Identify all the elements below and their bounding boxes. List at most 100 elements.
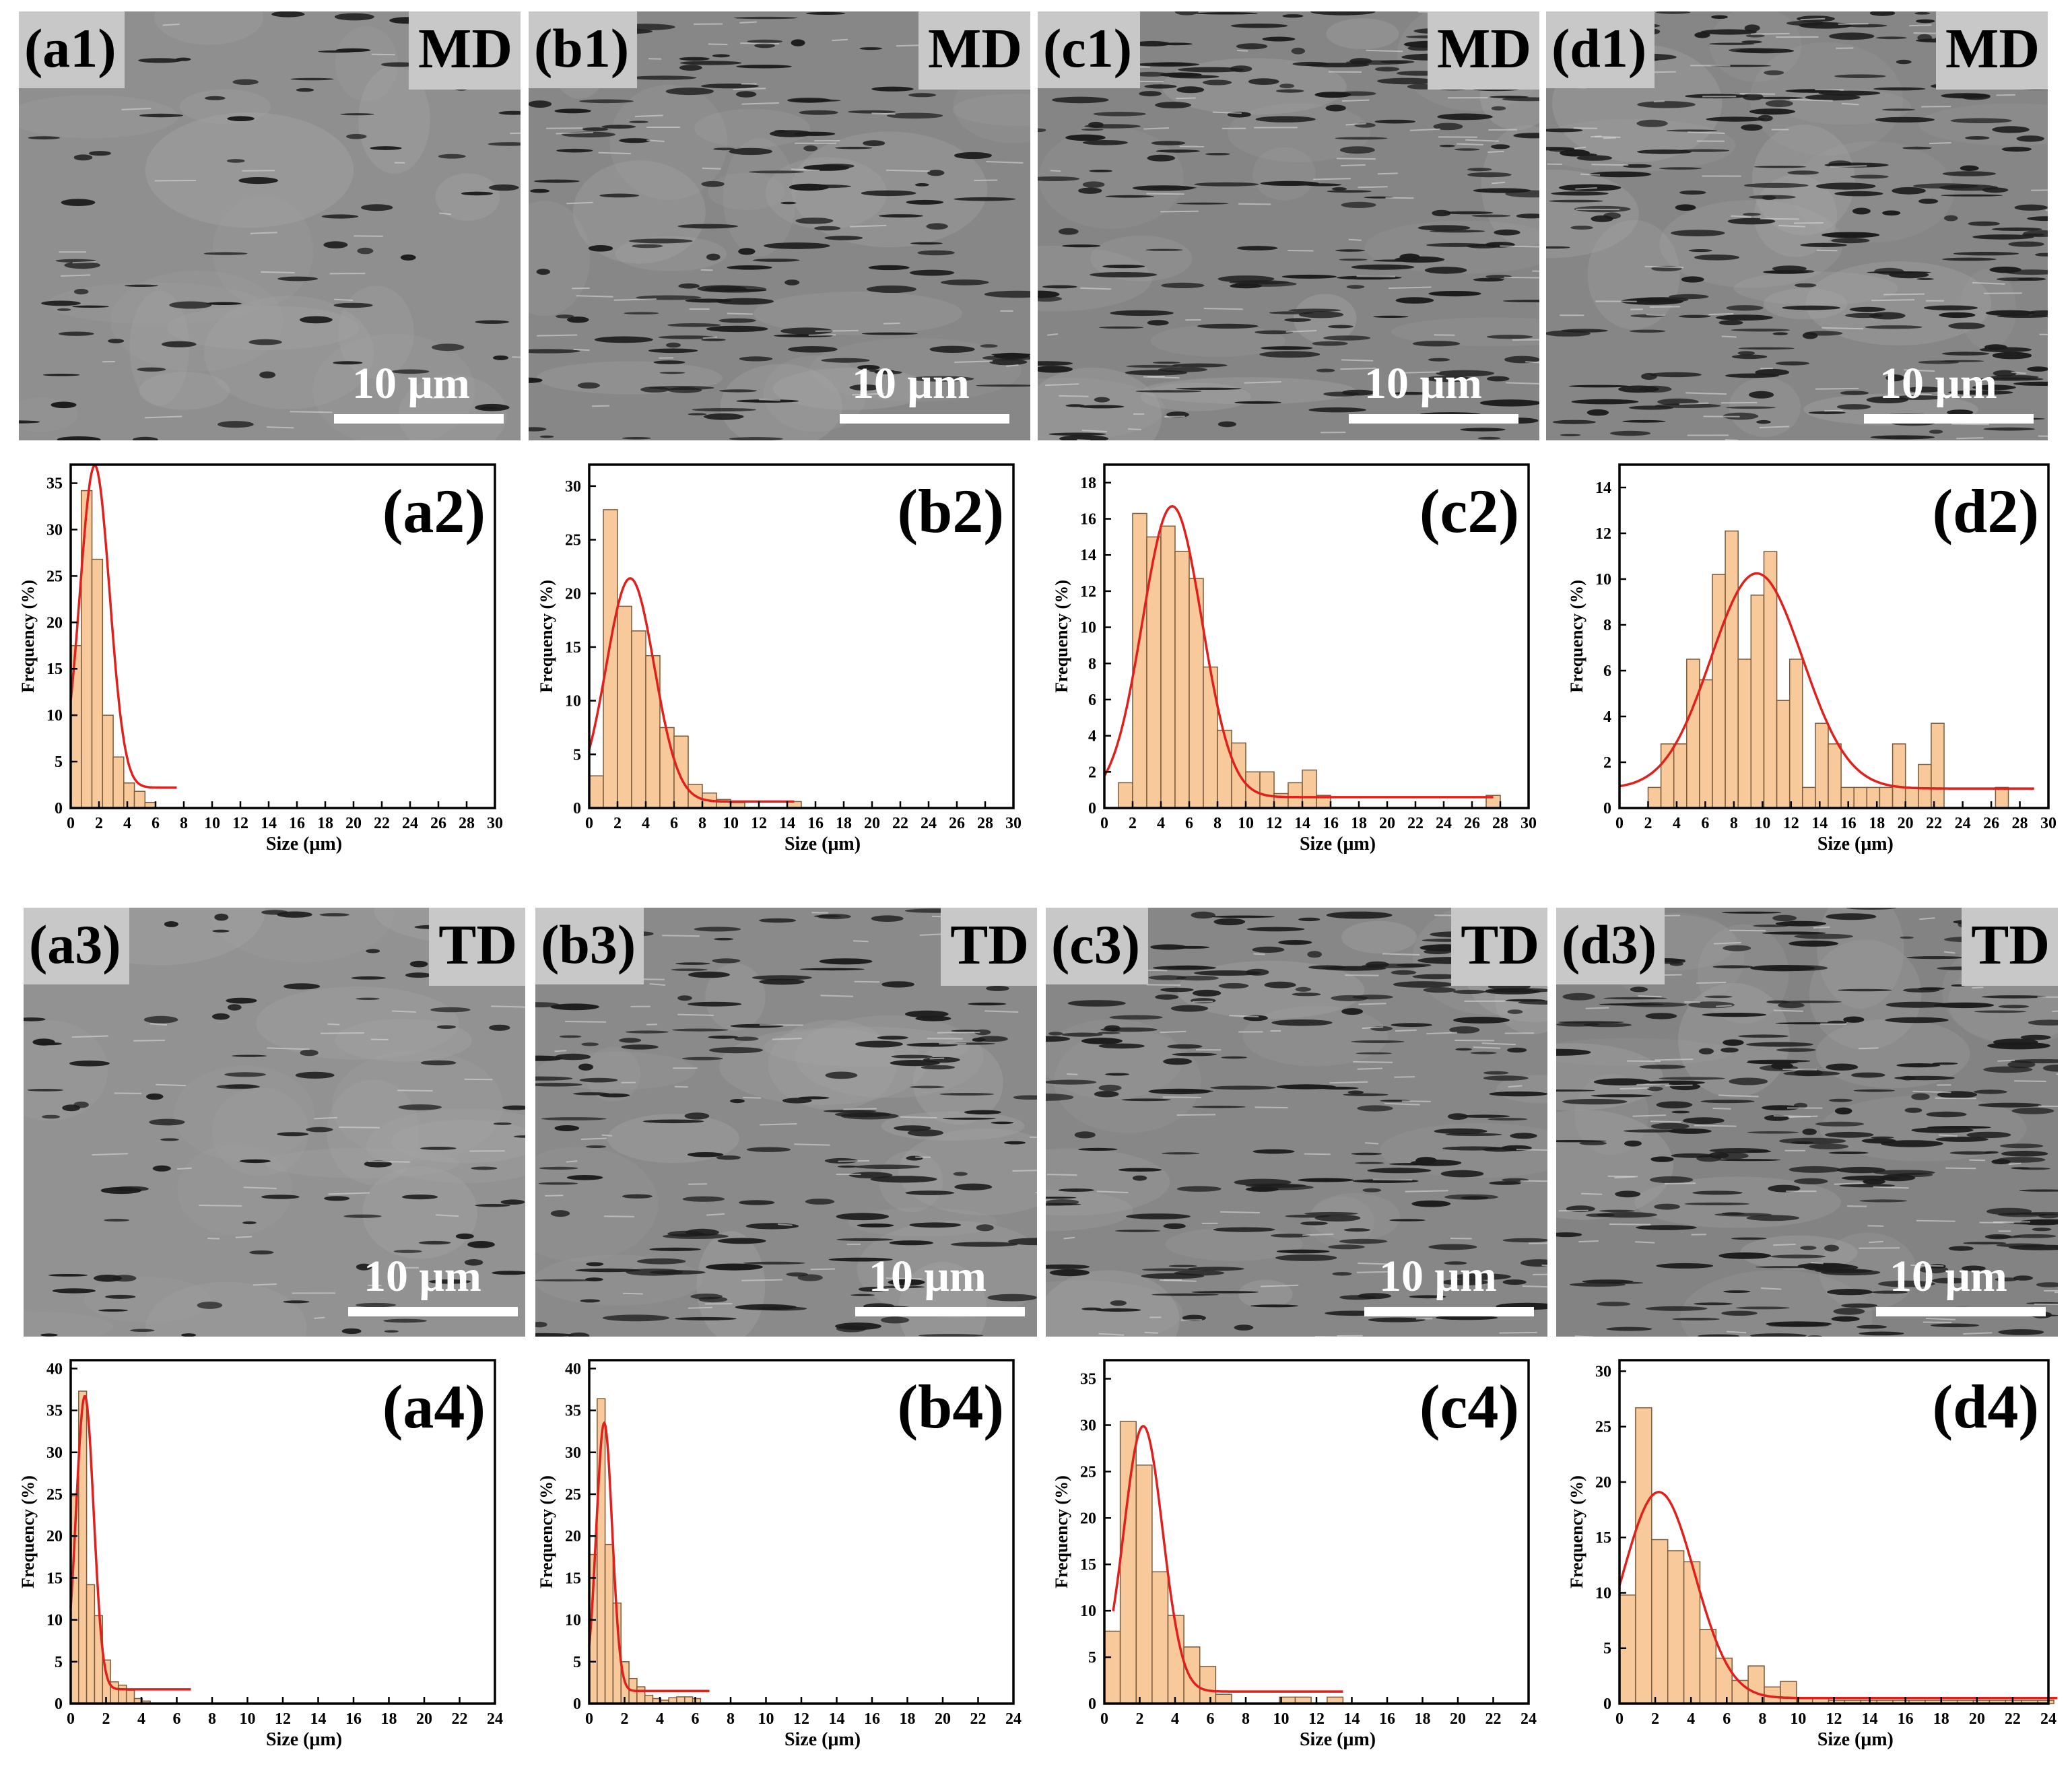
y-tick-label: 4 [1603, 708, 1611, 726]
panel-label: (c3) [1046, 908, 1149, 984]
x-tick-label: 12 [1308, 1710, 1325, 1728]
x-tick-label: 16 [345, 1710, 362, 1728]
y-tick-label: 0 [1088, 800, 1096, 817]
histogram-c2: 0 2 4 6 8 10 12 14 16 18 20 22 24 26 28 300246810121416… [1052, 463, 1537, 854]
x-tick-label: 4 [1157, 815, 1165, 832]
x-tick-label: 22 [1407, 815, 1424, 832]
x-tick-label: 26 [1983, 815, 1999, 832]
histogram-c4: 0 2 4 6 8 10 12 14 16 18 20 22 2405101520253035Size … [1052, 1359, 1537, 1750]
histogram-bar [118, 1684, 127, 1704]
histogram-bar [1853, 786, 1868, 809]
panel-label: (a3) [24, 908, 129, 984]
x-tick-label: 14 [310, 1710, 327, 1728]
x-tick-label: 14 [261, 815, 277, 832]
x-tick-label: 14 [1811, 815, 1828, 832]
panel-label: (c1) [1038, 11, 1141, 88]
histogram-bar [1619, 1595, 1636, 1704]
x-tick-label: 28 [459, 815, 475, 832]
y-tick-label: 0 [55, 1696, 63, 1713]
scale-bar-label: 10 μm [1379, 1252, 1497, 1301]
direction-label: TD [429, 908, 525, 986]
histogram-bar [1686, 659, 1700, 809]
panel-label: (b1) [529, 11, 638, 88]
gaussian-fit-line [1619, 572, 2034, 790]
x-tick-label: 4 [137, 1710, 145, 1728]
y-tick-label: 20 [46, 1528, 63, 1545]
x-tick-label: 10 [240, 1710, 256, 1728]
histogram-bar [1776, 700, 1791, 809]
y-tick-label: 5 [1603, 1640, 1611, 1658]
x-tick-label: 4 [123, 815, 131, 832]
y-axis-label: Frequency (%) [1052, 580, 1071, 693]
histogram-bar [603, 509, 618, 809]
y-tick-label: 2 [1603, 754, 1611, 772]
x-tick-label: 30 [1005, 815, 1022, 832]
y-tick-label: 25 [46, 1486, 63, 1504]
x-tick-label: 18 [1415, 1710, 1431, 1728]
x-tick-label: 12 [1783, 815, 1799, 832]
histogram-bar [1712, 574, 1726, 809]
x-tick-label: 20 [345, 815, 362, 832]
y-tick-label: 35 [46, 1403, 63, 1420]
x-tick-label: 2 [1129, 815, 1137, 832]
histogram-bar [1660, 743, 1675, 809]
y-tick-label: 14 [1595, 479, 1611, 497]
y-tick-label: 30 [1595, 1363, 1611, 1380]
x-tick-label: 0 [1100, 1710, 1108, 1728]
scale-bar-label: 10 μm [1879, 359, 1997, 408]
x-tick-label: 14 [829, 1710, 845, 1728]
y-tick-label: 30 [565, 1444, 581, 1462]
x-tick-label: 8 [1213, 815, 1222, 832]
x-tick-label: 28 [1492, 815, 1508, 832]
x-tick-label: 24 [1520, 1710, 1537, 1728]
x-tick-label: 16 [807, 815, 824, 832]
scale-bar-label: 10 μm [869, 1252, 987, 1301]
scale-bar [840, 414, 1009, 424]
x-axis-label: Size (μm) [266, 834, 342, 854]
scale-bar-label: 10 μm [352, 359, 470, 408]
histogram-d2: 0 2 4 6 8 10 12 14 16 18 20 22 24 26 28 3002468101214Si… [1567, 463, 2057, 854]
histogram-bar [112, 756, 125, 809]
histogram-bar [1651, 1539, 1669, 1704]
histogram-bar [1217, 729, 1232, 809]
x-tick-label: 6 [670, 815, 678, 832]
sem-panel-c3: (c3) TD 10 μm [1046, 908, 1547, 1337]
histogram-bar [1647, 786, 1662, 809]
y-tick-label: 8 [1603, 617, 1611, 634]
x-axis-label: Size (μm) [1300, 834, 1376, 854]
x-tick-label: 14 [1344, 1710, 1360, 1728]
x-axis-label: Size (μm) [1300, 1729, 1376, 1750]
x-tick-label: 8 [1758, 1710, 1766, 1728]
x-tick-label: 10 [758, 1710, 774, 1728]
scale-bar [855, 1307, 1025, 1316]
sem-panel-a1: (a1) MD 10 μm [19, 11, 521, 440]
histogram-bar [1866, 786, 1881, 809]
x-tick-label: 20 [864, 815, 880, 832]
x-tick-label: 4 [1687, 1710, 1695, 1728]
histogram-bar [1135, 1465, 1153, 1704]
direction-label: TD [1962, 908, 2058, 986]
x-tick-label: 26 [430, 815, 446, 832]
y-tick-label: 12 [1080, 583, 1096, 601]
chart-panel-label: (b2) [898, 477, 1004, 545]
y-tick-label: 6 [1603, 663, 1611, 680]
scale-bar-label: 10 μm [1364, 359, 1482, 408]
histogram-bar [1667, 1550, 1685, 1704]
sem-panel-b3: (b3) TD 10 μm [535, 908, 1037, 1337]
histogram-bar [644, 1694, 654, 1704]
histogram-bar [1199, 1666, 1217, 1704]
y-tick-label: 12 [1595, 525, 1611, 543]
sem-texture [529, 11, 1030, 440]
x-tick-label: 0 [1100, 815, 1108, 832]
x-tick-label: 6 [1207, 1710, 1215, 1728]
y-tick-label: 10 [1595, 1584, 1611, 1602]
x-axis-label: Size (μm) [784, 1729, 861, 1750]
x-tick-label: 12 [1266, 815, 1282, 832]
x-tick-label: 8 [698, 815, 706, 832]
x-tick-label: 20 [935, 1710, 951, 1728]
scale-bar-label: 10 μm [1890, 1252, 2007, 1301]
histogram-a4: 0 2 4 6 8 10 12 14 16 18 20 22 240510152025303540Siz… [18, 1359, 503, 1750]
y-tick-label: 16 [1080, 511, 1096, 529]
x-tick-label: 16 [864, 1710, 880, 1728]
x-tick-label: 6 [1185, 815, 1193, 832]
